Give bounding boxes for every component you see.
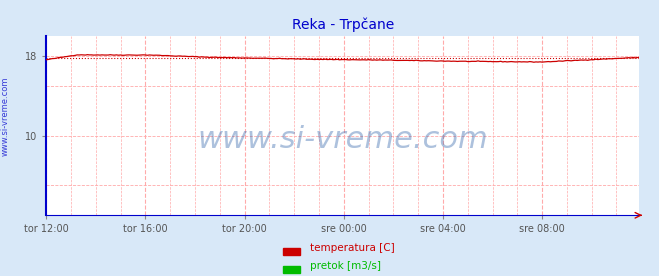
- Text: temperatura [C]: temperatura [C]: [310, 243, 395, 253]
- Text: www.si-vreme.com: www.si-vreme.com: [1, 76, 10, 156]
- Text: pretok [m3/s]: pretok [m3/s]: [310, 261, 381, 271]
- Title: Reka - Trpčane: Reka - Trpčane: [291, 17, 394, 32]
- Text: www.si-vreme.com: www.si-vreme.com: [197, 125, 488, 155]
